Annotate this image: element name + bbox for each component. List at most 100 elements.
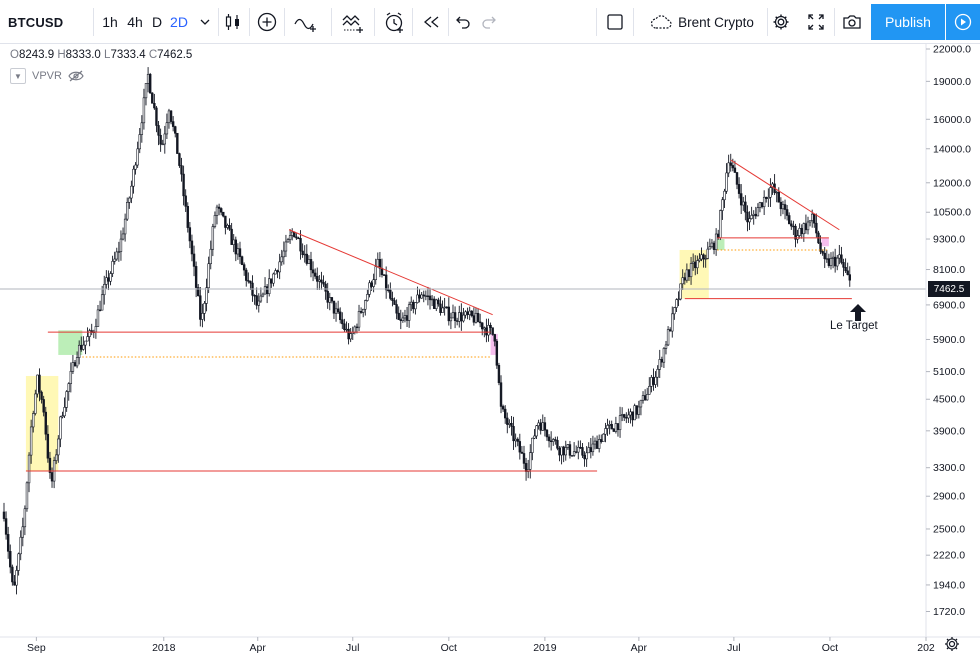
alert-clock-icon[interactable] <box>380 0 408 44</box>
undo-icon[interactable] <box>452 0 474 44</box>
candle <box>278 253 281 280</box>
add-indicator-plus-circle-icon[interactable] <box>254 0 280 44</box>
candle <box>40 390 43 404</box>
redo-icon[interactable] <box>478 0 500 44</box>
candle-body <box>247 280 250 282</box>
trend-line <box>730 159 840 231</box>
candle-body <box>788 215 791 225</box>
candle-body <box>556 440 559 449</box>
candle-body <box>67 383 70 392</box>
candle-body <box>416 294 419 303</box>
price-axis-label: 3900.0 <box>933 425 965 437</box>
candle <box>376 252 380 268</box>
candle-body <box>483 327 486 330</box>
candle-body <box>785 209 789 216</box>
candle-body <box>668 329 672 332</box>
interval-1h[interactable]: 1h <box>102 14 118 30</box>
publish-dropdown-play-icon[interactable] <box>946 4 980 40</box>
candle-body <box>618 415 622 431</box>
candle-body <box>493 334 496 342</box>
interval-d[interactable]: D <box>151 14 163 30</box>
fullscreen-icon[interactable] <box>803 0 829 44</box>
candle <box>412 299 415 314</box>
candle <box>435 298 438 312</box>
candle <box>575 445 578 454</box>
candle-body <box>426 295 430 297</box>
candle <box>627 408 630 423</box>
interval-4h[interactable]: 4h <box>127 14 143 30</box>
symbol-search[interactable]: BTCUSD <box>8 14 64 30</box>
candle-body <box>765 196 768 199</box>
chart-layout-name[interactable]: Brent Crypto <box>637 0 767 44</box>
candle-body <box>677 298 680 301</box>
candle <box>662 347 666 368</box>
candle-body <box>727 162 730 174</box>
candle <box>92 329 95 339</box>
candle <box>497 362 501 386</box>
candle <box>825 249 829 263</box>
candle-body <box>708 246 712 250</box>
indicators-fx-icon[interactable] <box>338 0 370 44</box>
candle-body <box>109 273 112 282</box>
settings-gear-icon[interactable] <box>768 0 794 44</box>
candle-body <box>600 439 603 442</box>
candle <box>796 229 799 244</box>
candle-body <box>662 348 666 363</box>
candle-body <box>656 369 659 378</box>
candle <box>572 442 576 457</box>
time-axis[interactable]: Sep 2018 Apr Jul Oct 2019 Apr Jul Oct 202 <box>27 637 935 654</box>
candle-body <box>11 566 14 583</box>
snapshot-camera-icon[interactable] <box>838 0 866 44</box>
close-key: C <box>148 49 158 61</box>
candle <box>263 277 267 295</box>
price-chart[interactable]: 22000.0 19000.0 16000.0 14000.0 12000.0 10500… <box>0 44 980 659</box>
hide-eye-icon[interactable] <box>68 70 84 82</box>
open-value: 8243.9 <box>18 49 55 61</box>
candle-body <box>781 204 785 210</box>
candle-body <box>481 322 484 330</box>
axis-settings-gear-icon[interactable] <box>944 636 960 657</box>
bar-replay-rewind-icon[interactable] <box>418 0 444 44</box>
collapse-chevron-down-icon[interactable]: ▼ <box>10 68 26 84</box>
candle <box>307 255 311 264</box>
candle-body <box>810 213 814 221</box>
candle-body <box>276 270 279 273</box>
candle <box>560 446 563 465</box>
candle <box>637 400 641 419</box>
candle-body <box>735 172 739 185</box>
candle <box>343 318 346 333</box>
candle <box>623 413 626 421</box>
candle-body <box>815 222 818 234</box>
candle <box>121 227 125 241</box>
candle <box>255 287 258 310</box>
compare-symbol-icon[interactable] <box>290 0 324 44</box>
candle-body <box>213 215 217 227</box>
interval-dropdown-chevron-down-icon[interactable] <box>196 0 214 44</box>
toolbar-divider <box>448 8 449 36</box>
layout-square-icon[interactable] <box>602 0 628 44</box>
candle-body <box>284 241 288 252</box>
candle-body <box>259 295 263 302</box>
candle-body <box>303 253 306 256</box>
interval-2d[interactable]: 2D <box>170 14 188 30</box>
candle <box>518 433 522 460</box>
candle <box>800 224 803 239</box>
candle-body <box>625 417 628 419</box>
candle <box>788 212 791 225</box>
candle-body <box>585 452 588 460</box>
candle-body <box>341 319 344 325</box>
candle-body <box>783 204 787 210</box>
time-axis-label: Sep <box>27 642 46 654</box>
candle <box>570 454 574 457</box>
indicator-name[interactable]: VPVR <box>32 70 62 82</box>
candle-body <box>460 312 463 322</box>
price-axis[interactable]: 22000.0 19000.0 16000.0 14000.0 12000.0 10500… <box>926 44 971 618</box>
candle <box>226 223 229 230</box>
candle <box>295 233 298 240</box>
candle-body <box>591 443 595 453</box>
publish-button[interactable]: Publish <box>871 4 945 40</box>
candle <box>184 189 187 212</box>
candles-icon[interactable] <box>222 0 244 44</box>
candle-body <box>63 407 66 417</box>
candle-body <box>272 273 275 284</box>
